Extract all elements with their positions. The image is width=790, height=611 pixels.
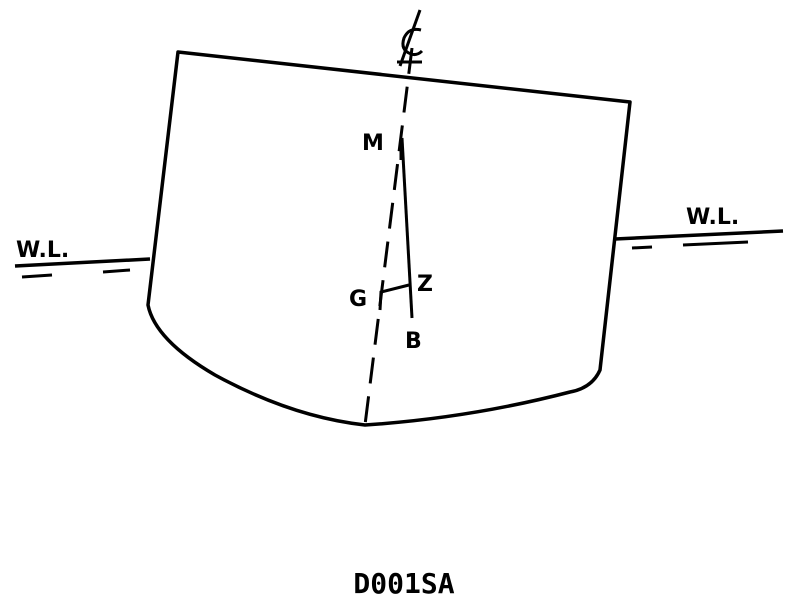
centerline-symbol-icon (397, 9, 424, 67)
metacenter-label: M (362, 131, 384, 156)
centerline-dashed (363, 47, 414, 426)
metacenter-buoyancy-line (400, 137, 414, 319)
righting-arm-gz (378, 283, 410, 311)
hull-outline (146, 50, 632, 427)
waterline-left-mark-2 (102, 268, 131, 274)
waterline-right-mark-2 (682, 240, 749, 247)
waterline-right-line (614, 229, 784, 241)
waterline-left-label: W.L. (16, 238, 69, 263)
waterline-right-label: W.L. (686, 205, 739, 230)
figure-id-label: D001SA (353, 567, 454, 600)
waterline-left-mark-1 (21, 273, 53, 279)
waterline-right-mark-1 (631, 245, 653, 250)
center-of-gravity-label: G (349, 287, 367, 312)
center-of-buoyancy-label: B (405, 329, 422, 354)
waterline-left-line (14, 257, 151, 268)
righting-arm-point-label: Z (417, 272, 433, 297)
